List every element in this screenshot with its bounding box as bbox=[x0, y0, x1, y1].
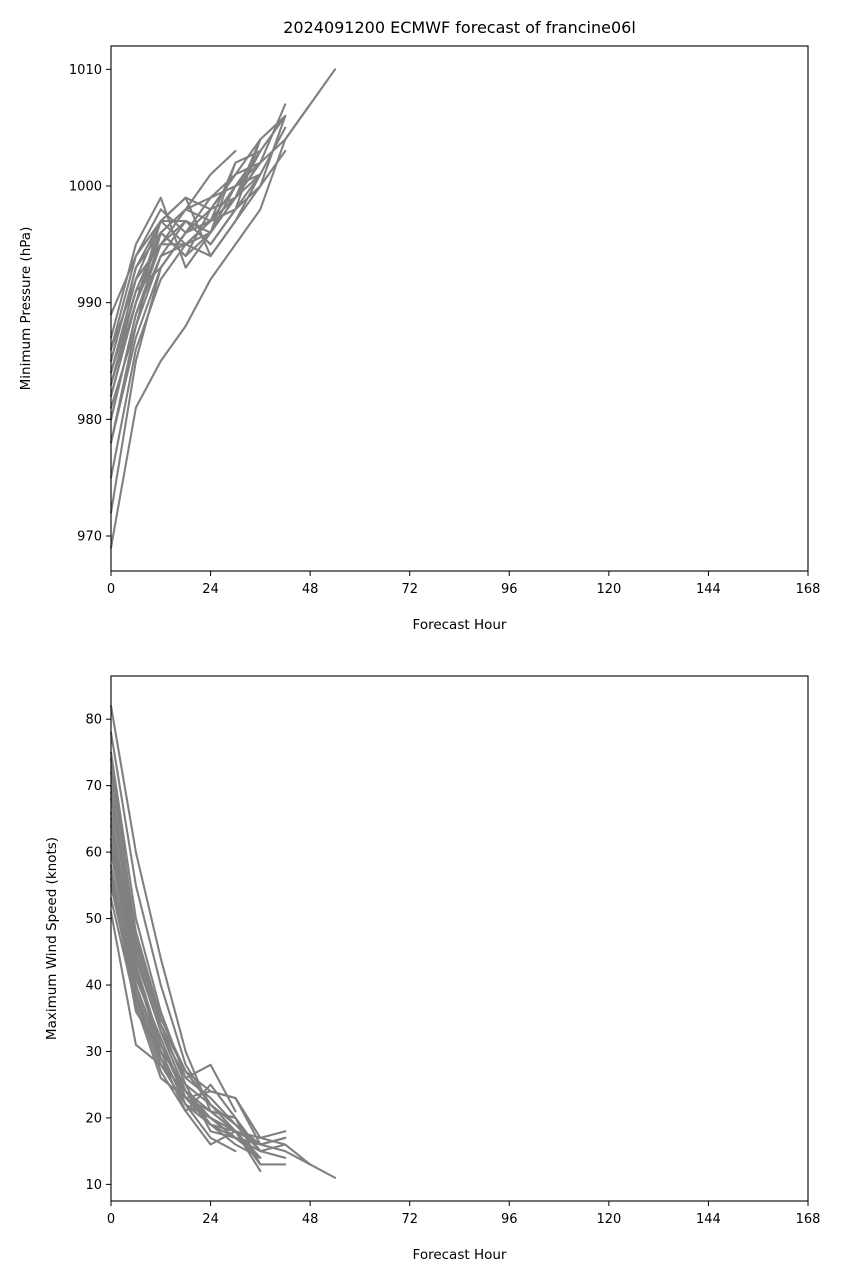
wind-series-line bbox=[109, 837, 287, 1153]
pressure-series-line bbox=[109, 173, 237, 398]
wind-x-tick-label: 48 bbox=[302, 1212, 319, 1227]
pressure-y-tick-label: 990 bbox=[77, 296, 102, 311]
wind-x-tick-label: 96 bbox=[501, 1212, 518, 1227]
pressure-chart-title: 2024091200 ECMWF forecast of francine06l bbox=[283, 18, 636, 37]
pressure-y-tick-label: 970 bbox=[77, 530, 102, 545]
wind-plot-frame bbox=[110, 675, 809, 1202]
wind-series-line bbox=[109, 877, 262, 1146]
wind-x-tick-label: 0 bbox=[107, 1212, 115, 1227]
wind-y-ticks: 10 20 30 40 50 60 70 80 bbox=[85, 713, 111, 1193]
pressure-x-axis-label: Forecast Hour bbox=[413, 617, 507, 633]
pressure-series-group bbox=[109, 68, 337, 549]
wind-series-group bbox=[109, 704, 337, 1179]
pressure-x-tick-label: 144 bbox=[696, 582, 721, 597]
wind-y-tick-label: 70 bbox=[85, 779, 102, 794]
wind-chart: 0 24 48 72 96 120 144 168 10 20 30 40 50 60 70 80 Fore… bbox=[44, 675, 821, 1263]
wind-x-tick-label: 120 bbox=[596, 1212, 621, 1227]
wind-x-tick-label: 144 bbox=[696, 1212, 721, 1227]
pressure-y-axis-label: Minimum Pressure (hPa) bbox=[18, 227, 34, 391]
pressure-series-line bbox=[109, 114, 287, 351]
wind-y-tick-label: 80 bbox=[85, 713, 102, 728]
wind-x-tick-label: 168 bbox=[796, 1212, 821, 1227]
pressure-series-line bbox=[109, 173, 262, 316]
pressure-plot-frame bbox=[110, 45, 809, 572]
wind-y-tick-label: 50 bbox=[85, 912, 102, 927]
pressure-x-tick-label: 168 bbox=[796, 582, 821, 597]
pressure-y-tick-label: 1000 bbox=[69, 180, 102, 195]
pressure-series-line bbox=[109, 68, 337, 549]
pressure-x-tick-label: 72 bbox=[401, 582, 418, 597]
wind-y-tick-label: 40 bbox=[85, 979, 102, 994]
pressure-x-tick-label: 48 bbox=[302, 582, 319, 597]
pressure-series-line bbox=[109, 161, 262, 421]
wind-y-tick-label: 60 bbox=[85, 846, 102, 861]
wind-y-tick-label: 30 bbox=[85, 1045, 102, 1060]
pressure-series-line bbox=[109, 114, 287, 386]
wind-y-tick-label: 10 bbox=[85, 1178, 102, 1193]
wind-x-tick-label: 24 bbox=[202, 1212, 219, 1227]
wind-series-line bbox=[109, 704, 337, 1179]
pressure-series-line bbox=[109, 173, 262, 363]
pressure-chart: 2024091200 ECMWF forecast of francine06l… bbox=[18, 18, 820, 633]
wind-x-tick-label: 72 bbox=[401, 1212, 418, 1227]
wind-y-tick-label: 20 bbox=[85, 1111, 102, 1126]
pressure-x-tick-label: 120 bbox=[596, 582, 621, 597]
wind-series-line bbox=[109, 844, 262, 1159]
pressure-y-ticks: 970 980 990 1000 1010 bbox=[69, 63, 111, 545]
pressure-x-ticks: 0 24 48 72 96 120 144 168 bbox=[107, 571, 821, 597]
pressure-x-tick-label: 24 bbox=[202, 582, 219, 597]
wind-x-ticks: 0 24 48 72 96 120 144 168 bbox=[107, 1201, 821, 1227]
pressure-x-tick-label: 0 bbox=[107, 582, 115, 597]
wind-y-axis-label: Maximum Wind Speed (knots) bbox=[44, 837, 60, 1040]
wind-series-line bbox=[109, 758, 287, 1146]
wind-series-line bbox=[109, 811, 237, 1139]
pressure-y-tick-label: 980 bbox=[77, 413, 102, 428]
wind-series-line bbox=[109, 791, 262, 1153]
wind-series-line bbox=[109, 864, 237, 1153]
pressure-x-tick-label: 96 bbox=[501, 582, 518, 597]
wind-series-line bbox=[109, 771, 287, 1139]
pressure-y-tick-label: 1010 bbox=[69, 63, 102, 78]
wind-x-axis-label: Forecast Hour bbox=[413, 1247, 507, 1263]
